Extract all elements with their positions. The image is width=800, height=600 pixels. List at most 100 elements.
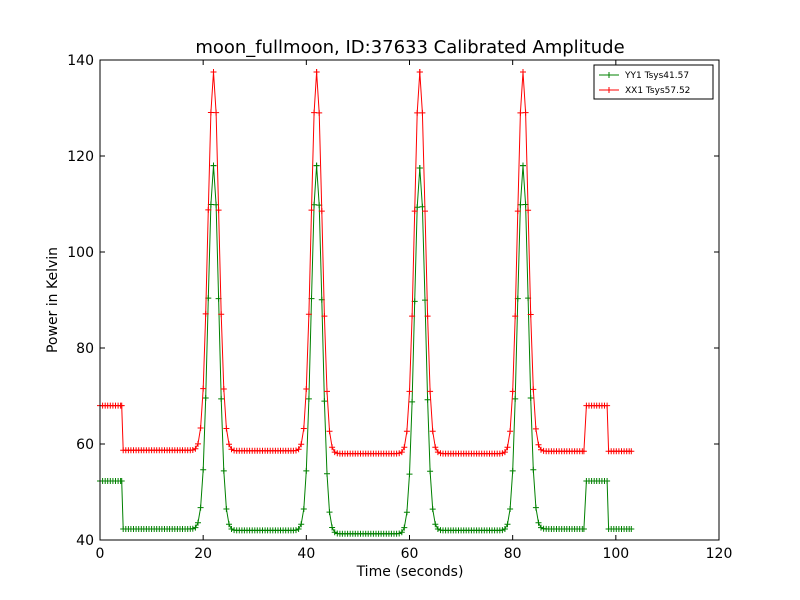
- data-point: [434, 449, 441, 456]
- data-point: [326, 509, 333, 516]
- data-point: [520, 162, 526, 169]
- data-point: [223, 425, 230, 432]
- data-point: [416, 69, 423, 75]
- chart-title: moon_fullmoon, ID:37633 Calibrated Ampli…: [195, 37, 624, 58]
- data-point: [202, 310, 209, 317]
- data-point: [432, 521, 439, 528]
- y-tick-label: 40: [76, 533, 94, 549]
- data-point: [298, 441, 305, 448]
- data-point: [210, 162, 217, 169]
- data-point: [318, 208, 325, 215]
- data-point: [228, 526, 235, 532]
- y-axis-label: Power in Kelvin: [45, 247, 61, 353]
- series-line: [100, 71, 632, 455]
- data-point: [218, 311, 225, 318]
- data-point: [396, 530, 403, 537]
- y-axis: 40 60 80 100 120 140: [67, 53, 719, 549]
- data-point: [192, 445, 199, 452]
- data-point: [189, 447, 196, 453]
- legend-swatch-marker: [606, 72, 612, 78]
- data-point: [316, 109, 323, 116]
- data-point: [517, 109, 524, 116]
- data-point: [512, 395, 519, 402]
- data-point: [218, 395, 225, 402]
- data-point: [422, 208, 428, 215]
- data-point: [205, 206, 212, 213]
- data-point: [228, 446, 235, 453]
- x-tick-label: 40: [297, 546, 315, 562]
- series-yy1: [97, 162, 635, 537]
- data-point: [538, 446, 544, 453]
- x-tick-label: 100: [602, 546, 629, 562]
- legend-box: [593, 64, 714, 100]
- data-point: [305, 311, 312, 318]
- data-point: [220, 467, 227, 474]
- data-point: [504, 444, 511, 451]
- data-point: [213, 109, 220, 116]
- data-point: [324, 470, 330, 477]
- data-point: [504, 521, 511, 528]
- data-point: [509, 467, 516, 474]
- data-point: [329, 524, 336, 531]
- data-point: [527, 311, 534, 318]
- y-tick-label: 60: [76, 437, 94, 453]
- data-point: [303, 386, 310, 392]
- legend-entry-label: XX1 Tsys57.52: [625, 86, 690, 96]
- data-point: [396, 450, 403, 457]
- data-point: [512, 313, 519, 320]
- data-point: [192, 524, 199, 531]
- data-point: [628, 448, 635, 455]
- data-point: [293, 527, 299, 534]
- y-tick-label: 100: [67, 245, 94, 261]
- data-point: [429, 506, 436, 513]
- data-point: [226, 441, 232, 448]
- data-point: [416, 165, 423, 171]
- data-point: [401, 524, 408, 531]
- data-point: [532, 425, 539, 432]
- data-point: [501, 449, 508, 456]
- plot-series: [97, 69, 635, 537]
- data-point: [509, 388, 516, 395]
- data-point: [215, 207, 222, 214]
- data-point: [200, 466, 207, 473]
- data-point: [535, 519, 542, 526]
- data-point: [520, 69, 526, 75]
- data-point: [398, 529, 405, 536]
- data-point: [197, 425, 204, 431]
- data-point: [604, 478, 611, 484]
- data-point: [321, 313, 328, 320]
- data-point: [311, 109, 318, 116]
- data-point: [527, 395, 534, 401]
- data-point: [406, 471, 413, 478]
- data-point: [313, 162, 320, 169]
- data-point: [419, 109, 426, 116]
- data-point: [530, 386, 537, 393]
- data-point: [401, 444, 408, 451]
- data-point: [580, 526, 587, 532]
- data-point: [207, 109, 214, 116]
- data-point: [507, 506, 514, 512]
- data-point: [295, 526, 302, 532]
- data-point: [398, 449, 405, 456]
- data-point: [326, 428, 333, 435]
- data-point: [501, 526, 508, 532]
- data-point: [303, 467, 310, 474]
- data-point: [202, 395, 209, 401]
- data-point: [530, 466, 537, 473]
- x-tick-label: 60: [401, 546, 419, 562]
- y-tick-label: 140: [67, 53, 94, 69]
- legend-entry-label: YY1 Tsys41.57: [624, 71, 689, 81]
- legend: YY1 Tsys41.57 XX1 Tsys57.52: [593, 64, 714, 100]
- data-point: [522, 109, 529, 116]
- data-point: [532, 504, 539, 511]
- series-xx1: [97, 69, 635, 457]
- data-point: [195, 440, 201, 447]
- data-point: [118, 402, 125, 409]
- data-point: [414, 109, 421, 116]
- data-point: [118, 478, 125, 484]
- data-point: [298, 521, 305, 528]
- data-point: [628, 526, 635, 532]
- data-point: [200, 385, 207, 392]
- data-point: [424, 396, 431, 403]
